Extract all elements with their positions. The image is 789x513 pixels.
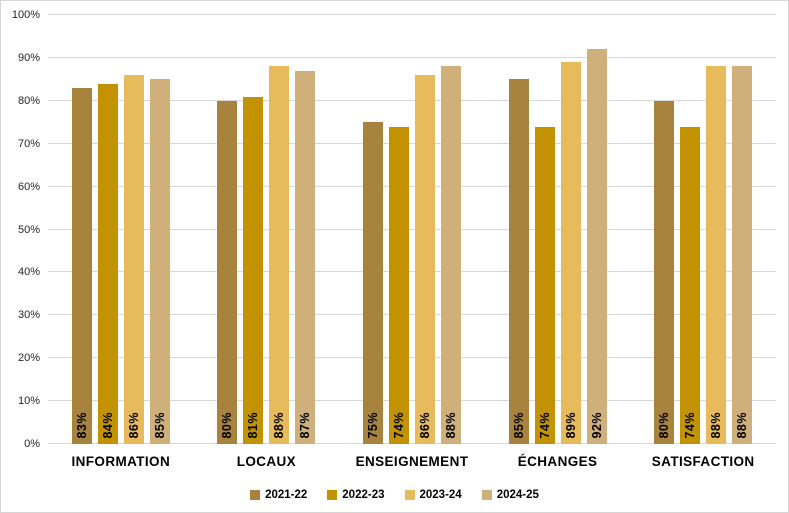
bar: 81% <box>243 96 264 444</box>
y-tick-label: 90% <box>17 51 40 64</box>
gridline <box>48 271 776 273</box>
bar: 74% <box>534 126 555 444</box>
gridline <box>48 443 776 444</box>
y-tick-label: 100% <box>11 9 40 21</box>
bar-value-label: 75% <box>365 412 380 439</box>
legend-label: 2021-22 <box>265 489 308 501</box>
legend-item: 2023-24 <box>404 489 462 501</box>
bar-group: 85% 74% 89% 92% ÉCHANGES <box>485 15 631 469</box>
y-tick-label: 10% <box>17 395 40 408</box>
y-tick-label: 0% <box>24 438 40 450</box>
bar: 80% <box>654 100 675 444</box>
plot-area: 0% 10% 20% 30% 40% 50% 60% 70% 80% 90% 100% 83% 84%… <box>12 9 776 469</box>
bar: 85% <box>149 79 170 444</box>
bar: 88% <box>706 66 727 444</box>
bar: 80% <box>217 100 238 444</box>
gridline <box>48 142 776 144</box>
category-label: INFORMATION <box>71 454 171 469</box>
y-tick-label: 30% <box>17 309 40 322</box>
bar-groups: 83% 84% 86% 85% INFORMATION 80% 81% 88% 87% LOCAU… <box>48 15 776 469</box>
bar: 86% <box>123 75 144 444</box>
bar-value-label: 89% <box>563 412 578 439</box>
category-label: ENSEIGNEMENT <box>355 454 469 469</box>
bar: 74% <box>680 126 701 444</box>
legend-label: 2024-25 <box>496 489 539 501</box>
bar: 74% <box>388 126 409 444</box>
legend-item: 2021-22 <box>250 489 307 501</box>
bar: 89% <box>560 62 581 444</box>
legend-item: 2024-25 <box>481 489 539 501</box>
bar-value-label: 88% <box>735 412 750 439</box>
bar: 88% <box>440 66 461 444</box>
bar: 84% <box>97 83 118 444</box>
bar-value-label: 83% <box>74 412 89 439</box>
gridline <box>48 357 776 359</box>
category-label: ÉCHANGES <box>517 454 598 469</box>
bar: 83% <box>71 87 92 444</box>
bar: 87% <box>295 70 316 444</box>
bar-value-label: 81% <box>246 412 261 439</box>
gridline <box>48 314 776 316</box>
gridline <box>48 56 776 58</box>
y-tick-label: 20% <box>17 352 40 365</box>
y-tick-label: 80% <box>17 94 40 107</box>
bar-group: 75% 74% 86% 88% ENSEIGNEMENT <box>339 15 485 469</box>
bar-value-label: 85% <box>511 412 526 439</box>
legend-item: 2022-23 <box>327 489 385 501</box>
category-label: LOCAUX <box>236 454 297 469</box>
bar-value-label: 80% <box>657 412 672 439</box>
bar-value-label: 86% <box>126 412 141 439</box>
y-tick-label: 60% <box>17 180 40 193</box>
bar: 86% <box>414 75 435 444</box>
legend-swatch <box>404 490 415 500</box>
bar-value-label: 88% <box>272 412 287 439</box>
bar-value-label: 88% <box>709 412 724 439</box>
bar-value-label: 88% <box>443 412 458 439</box>
bar-group: 80% 81% 88% 87% LOCAUX <box>194 15 340 469</box>
legend-swatch <box>327 490 338 500</box>
gridline <box>48 400 776 402</box>
bar-group: 80% 74% 88% 88% SATISFACTION <box>630 15 776 469</box>
gridline <box>48 14 776 15</box>
bar: 75% <box>362 122 383 444</box>
gridline <box>48 99 776 101</box>
bar-value-label: 87% <box>298 412 313 439</box>
y-tick-label: 50% <box>17 223 40 236</box>
bar: 92% <box>586 49 607 444</box>
bar-group: 83% 84% 86% 85% INFORMATION <box>48 15 194 469</box>
bar-value-label: 84% <box>100 412 115 439</box>
legend-swatch <box>481 490 492 500</box>
legend-label: 2023-24 <box>419 489 462 501</box>
y-tick-label: 70% <box>17 137 40 150</box>
gridline <box>48 228 776 230</box>
category-label: SATISFACTION <box>651 454 755 469</box>
bar-value-label: 74% <box>683 412 698 439</box>
legend: 2021-22 2022-23 2023-24 2024-25 <box>1 489 788 501</box>
bar-value-label: 74% <box>391 412 406 439</box>
bar: 88% <box>269 66 290 444</box>
bar-value-label: 80% <box>220 412 235 439</box>
legend-label: 2022-23 <box>342 489 385 501</box>
bar: 85% <box>508 79 529 444</box>
legend-swatch <box>250 490 261 500</box>
bar: 88% <box>732 66 753 444</box>
bar-value-label: 74% <box>537 412 552 439</box>
bar-value-label: 85% <box>152 412 167 439</box>
bar-value-label: 92% <box>589 412 604 439</box>
bar-value-label: 86% <box>417 412 432 439</box>
gridline <box>48 185 776 187</box>
y-tick-label: 40% <box>17 266 40 279</box>
